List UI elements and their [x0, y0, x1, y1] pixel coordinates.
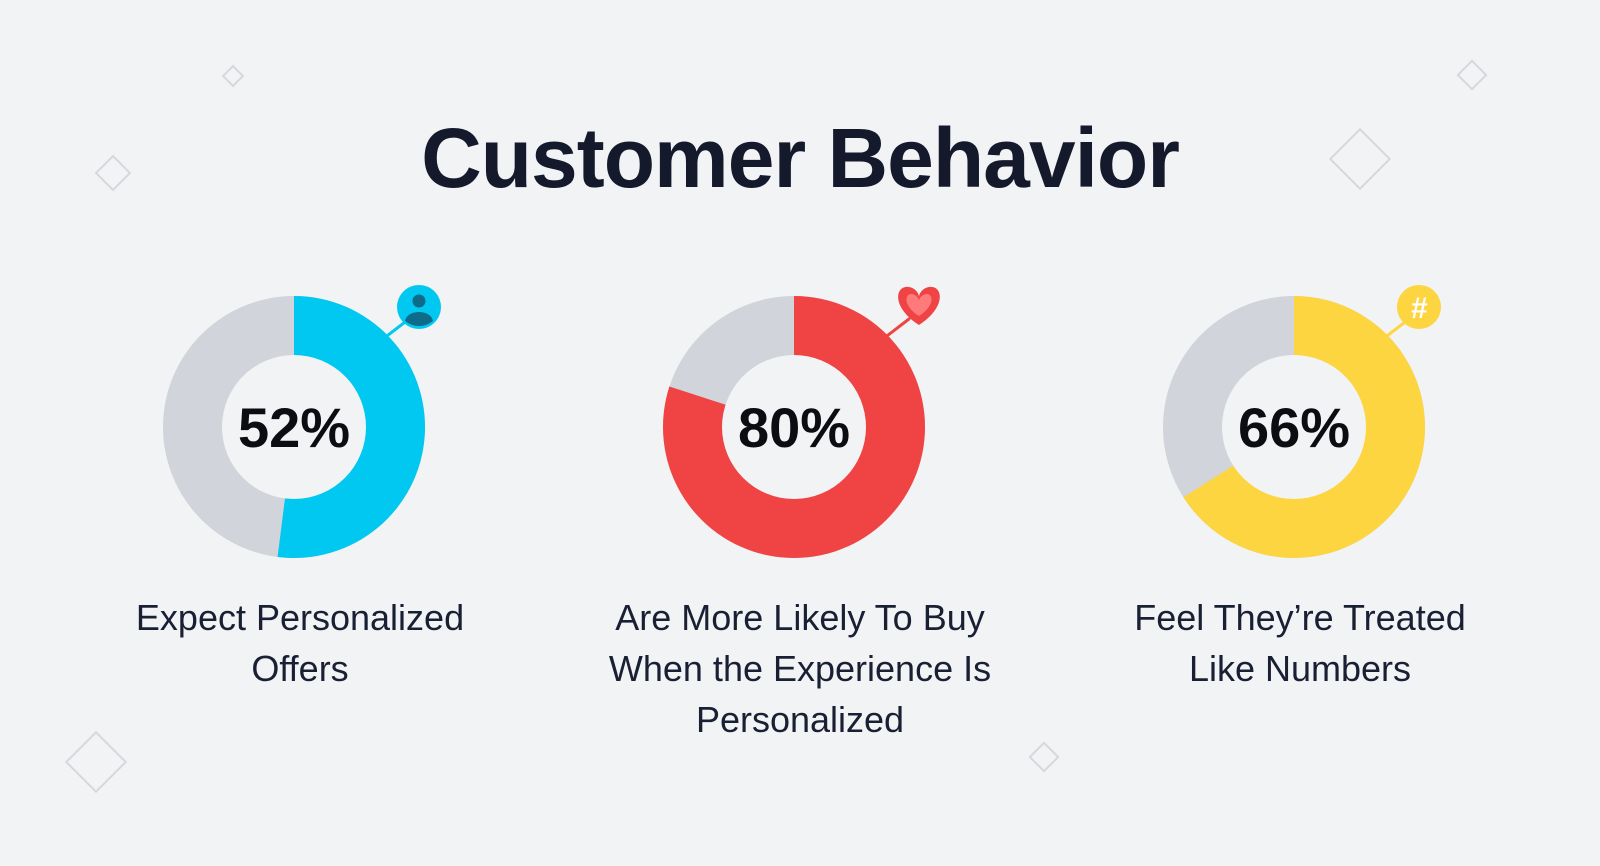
stat-card-3: 66% # Feel They’re Treated Like Numbers — [1050, 270, 1550, 790]
stat-caption-3: Feel They’re Treated Like Numbers — [1134, 597, 1466, 689]
user-icon — [397, 285, 441, 329]
decor-diamond — [1456, 59, 1488, 91]
hash-icon-badge — [1397, 285, 1441, 329]
stat-card-1: 52% Expect Personalized Offers — [50, 270, 550, 790]
donut-hole — [1222, 355, 1366, 499]
page-title: Customer Behavior — [421, 111, 1180, 205]
user-icon-body — [405, 312, 433, 327]
decor-diamond — [221, 64, 245, 88]
stat-card-2: 80% Are More Likely To Buy When the Expe… — [550, 270, 1050, 790]
icon-connector-line — [357, 317, 411, 360]
hash-icon: # — [1397, 285, 1441, 329]
donut-chart-1: 52% — [163, 285, 441, 558]
icon-connector-line — [857, 317, 911, 360]
heart-icon — [898, 286, 940, 325]
donut-chart-3: 66% # — [1163, 285, 1441, 558]
heart-icon-inner — [906, 293, 932, 316]
donut-value-label: 80% — [738, 396, 850, 459]
donut-value-label: 66% — [1238, 396, 1350, 459]
icon-connector-line — [1357, 317, 1411, 360]
hash-icon-glyph: # — [1411, 292, 1428, 325]
donut-hole — [722, 355, 866, 499]
donut-hole — [222, 355, 366, 499]
stat-caption-2: Are More Likely To Buy When the Experien… — [608, 597, 992, 740]
stat-caption-1: Expect Personalized Offers — [135, 597, 465, 689]
user-icon-head — [412, 294, 426, 308]
donut-chart-2: 80% — [663, 286, 940, 558]
donut-value-label: 52% — [238, 396, 350, 459]
